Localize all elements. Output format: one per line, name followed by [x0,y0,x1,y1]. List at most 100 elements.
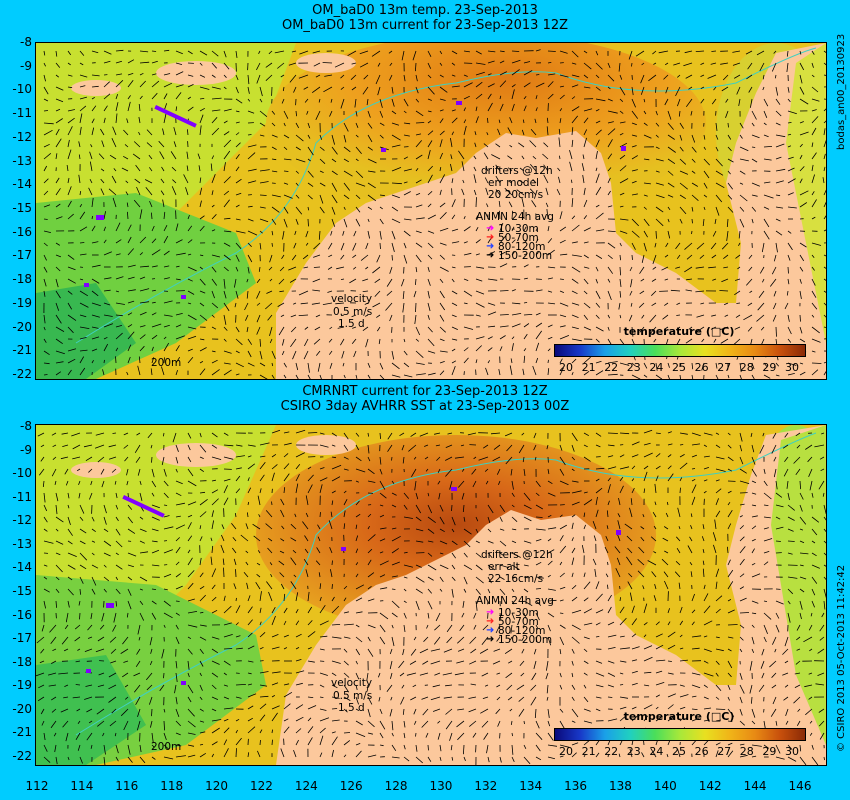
current-arrow [643,488,646,494]
current-arrow [150,648,153,654]
current-arrow [133,672,141,677]
current-arrow [739,612,750,614]
current-arrow [559,444,563,451]
current-arrow [340,98,345,109]
current-arrow [811,744,814,750]
current-arrow [445,708,453,715]
x-tick: 140 [653,779,677,793]
current-arrow [739,597,747,602]
current-arrow [715,510,721,518]
current-arrow [174,684,177,694]
current-arrow [703,696,709,700]
current-arrow [223,230,232,233]
current-arrow [523,756,531,765]
current-arrow [521,432,525,436]
current-arrow [783,696,789,701]
current-arrow [631,193,638,196]
current-arrow [511,103,515,112]
current-arrow [343,182,351,191]
current-arrow [55,338,63,345]
current-arrow [686,254,693,260]
current-arrow [290,557,297,566]
current-arrow [127,744,131,755]
bottom-drifters-label-3: 22 16cm/s [488,573,544,585]
current-arrow [691,218,693,224]
current-arrow [511,69,520,76]
current-arrow [439,326,446,333]
current-arrow [313,62,321,67]
current-arrow [151,756,156,760]
current-arrow [607,110,618,114]
current-arrow [139,492,143,501]
current-arrow [652,266,657,270]
current-arrow [94,444,105,449]
current-arrow [256,302,261,306]
current-arrow [199,498,208,506]
current-arrow [283,453,289,458]
current-arrow [507,167,513,172]
current-arrow [415,576,425,583]
current-arrow [595,740,600,746]
current-arrow [223,497,229,506]
current-arrow [643,645,653,650]
current-arrow [408,444,417,452]
current-arrow [763,538,773,542]
current-arrow [50,720,57,729]
current-arrow [199,624,207,627]
current-arrow [547,708,550,718]
current-arrow [571,636,580,644]
current-arrow [619,278,622,287]
current-arrow [583,581,591,590]
current-arrow [67,290,73,295]
current-arrow [583,50,588,54]
current-arrow [535,289,543,292]
current-arrow [151,612,157,620]
current-arrow [331,476,341,482]
current-arrow [319,158,326,164]
current-arrow [511,492,515,497]
current-arrow [401,278,405,287]
current-arrow [631,62,633,67]
current-arrow [784,684,789,688]
current-arrow [136,720,141,731]
current-arrow [307,696,314,698]
current-arrow [307,146,314,156]
current-arrow [707,74,717,79]
current-arrow [379,194,385,197]
current-arrow [72,696,81,699]
current-arrow [559,456,566,466]
current-arrow [223,150,231,160]
bottom-anmn-arrow-4: ➜ [486,634,495,645]
current-arrow [691,468,696,470]
current-arrow [511,302,521,305]
current-arrow [367,548,373,554]
current-arrow [199,696,203,701]
current-arrow [427,165,433,172]
current-arrow [199,585,205,590]
current-arrow [439,189,442,196]
current-arrow [259,134,265,137]
current-arrow [751,374,755,379]
current-arrow [103,744,106,755]
current-arrow [823,153,826,160]
current-arrow [595,254,603,259]
current-arrow [535,252,539,256]
current-arrow [655,740,658,746]
current-arrow [329,326,333,330]
current-arrow [811,290,817,298]
current-arrow [559,648,562,655]
current-arrow [819,624,825,632]
current-arrow [631,441,640,446]
current-arrow [359,62,369,68]
top-y-tick: -15 [12,201,32,215]
current-arrow [379,708,383,715]
current-arrow [619,476,624,482]
current-arrow [655,621,660,626]
current-arrow [41,720,45,726]
current-arrow [631,362,637,367]
current-arrow [451,540,458,546]
current-arrow [315,560,321,566]
current-arrow [151,564,160,567]
current-arrow [473,174,477,184]
current-arrow [819,636,825,641]
